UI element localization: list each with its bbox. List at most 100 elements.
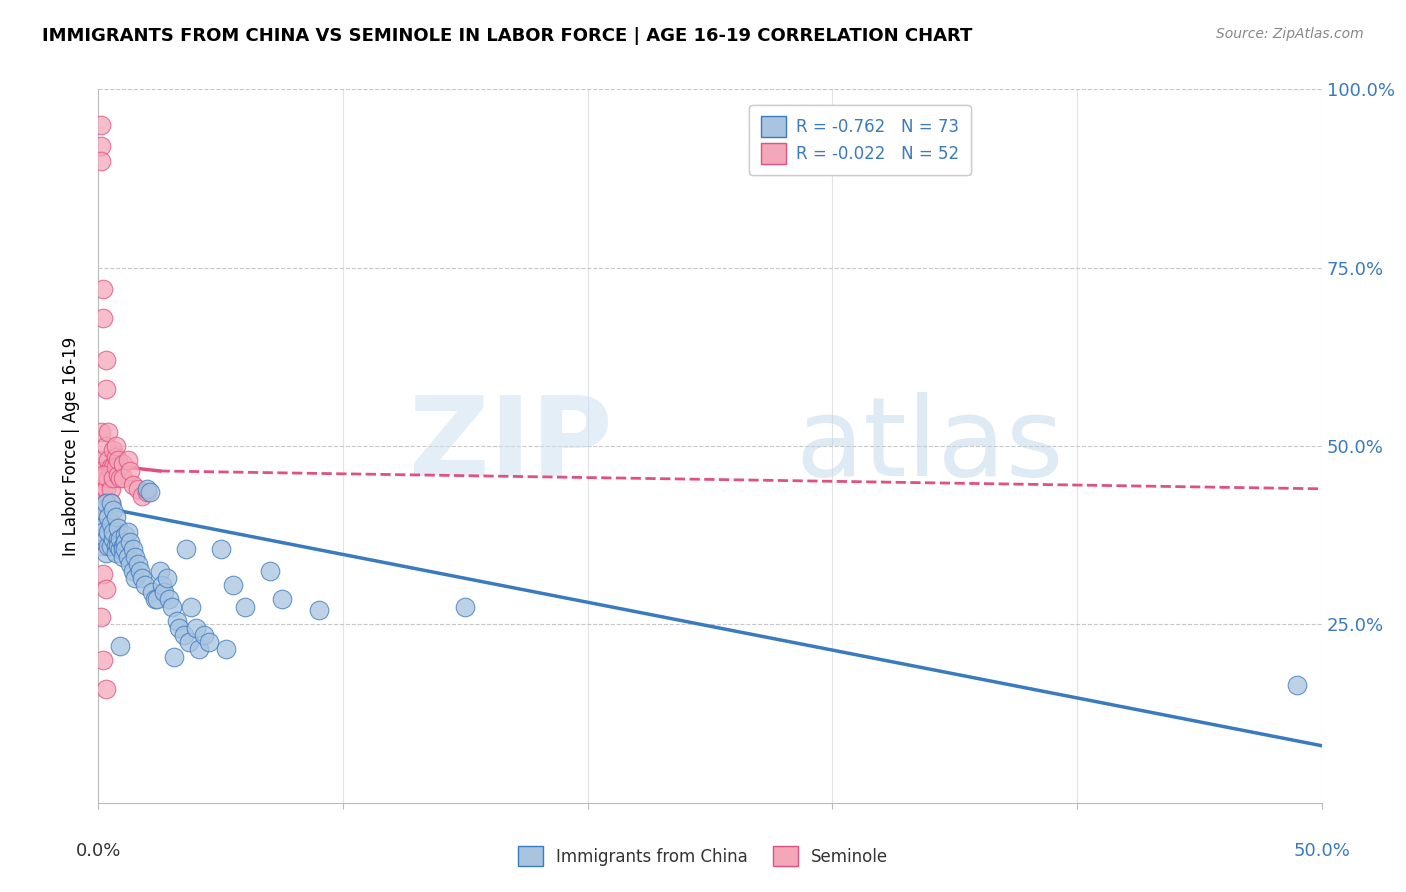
Point — [94, 496, 117, 510]
Point — [117, 453, 139, 467]
Point — [97, 524, 120, 539]
Legend: R = -0.762   N = 73, R = -0.022   N = 52: R = -0.762 N = 73, R = -0.022 N = 52 — [749, 104, 970, 176]
Point — [121, 542, 143, 557]
Point — [100, 464, 122, 478]
Point — [90, 514, 112, 528]
Text: 50.0%: 50.0% — [1294, 842, 1350, 860]
Point — [139, 485, 162, 500]
Point — [129, 564, 152, 578]
Point — [111, 542, 134, 557]
Point — [100, 517, 122, 532]
Point — [110, 542, 132, 557]
Point — [157, 592, 180, 607]
Point — [104, 539, 127, 553]
Point — [111, 539, 134, 553]
Text: IMMIGRANTS FROM CHINA VS SEMINOLE IN LABOR FORCE | AGE 16-19 CORRELATION CHART: IMMIGRANTS FROM CHINA VS SEMINOLE IN LAB… — [42, 27, 973, 45]
Y-axis label: In Labor Force | Age 16-19: In Labor Force | Age 16-19 — [62, 336, 80, 556]
Point — [90, 521, 112, 535]
Point — [90, 610, 112, 624]
Point — [90, 496, 112, 510]
Point — [101, 503, 124, 517]
Point — [101, 524, 124, 539]
Point — [111, 471, 134, 485]
Point — [91, 310, 114, 325]
Point — [97, 471, 120, 485]
Point — [180, 599, 202, 614]
Point — [94, 467, 117, 482]
Point — [104, 510, 127, 524]
Point — [454, 599, 477, 614]
Point — [117, 549, 139, 564]
Point — [100, 460, 122, 475]
Point — [160, 599, 183, 614]
Point — [101, 471, 124, 485]
Point — [90, 139, 112, 153]
Point — [209, 542, 232, 557]
Point — [120, 464, 142, 478]
Point — [107, 453, 129, 467]
Point — [97, 524, 120, 539]
Point — [107, 521, 129, 535]
Point — [91, 524, 114, 539]
Point — [91, 482, 114, 496]
Point — [114, 542, 136, 557]
Text: Source: ZipAtlas.com: Source: ZipAtlas.com — [1216, 27, 1364, 41]
Point — [193, 628, 215, 642]
Point — [222, 578, 245, 592]
Point — [136, 482, 159, 496]
Point — [1286, 678, 1309, 692]
Point — [94, 482, 117, 496]
Point — [173, 628, 195, 642]
Point — [136, 485, 159, 500]
Point — [94, 681, 117, 696]
Point — [94, 353, 117, 368]
Point — [100, 496, 122, 510]
Point — [94, 546, 117, 560]
Point — [114, 528, 136, 542]
Point — [214, 642, 236, 657]
Point — [100, 496, 122, 510]
Point — [131, 571, 153, 585]
Point — [141, 585, 163, 599]
Point — [104, 546, 127, 560]
Point — [94, 582, 117, 596]
Point — [176, 542, 198, 557]
Point — [94, 532, 117, 546]
Point — [91, 503, 114, 517]
Point — [110, 639, 132, 653]
Point — [149, 564, 172, 578]
Point — [186, 621, 208, 635]
Point — [110, 471, 132, 485]
Point — [101, 532, 124, 546]
Point — [91, 567, 114, 582]
Point — [91, 467, 114, 482]
Point — [150, 578, 173, 592]
Legend: Immigrants from China, Seminole: Immigrants from China, Seminole — [509, 838, 897, 875]
Point — [111, 457, 134, 471]
Point — [114, 535, 136, 549]
Point — [143, 592, 166, 607]
Point — [187, 642, 209, 657]
Point — [156, 571, 179, 585]
Point — [153, 585, 176, 599]
Point — [101, 442, 124, 457]
Point — [127, 557, 149, 571]
Point — [270, 592, 294, 607]
Text: 0.0%: 0.0% — [76, 842, 121, 860]
Point — [120, 535, 142, 549]
Point — [177, 635, 200, 649]
Point — [97, 510, 120, 524]
Point — [110, 532, 132, 546]
Point — [91, 524, 114, 539]
Point — [91, 282, 114, 296]
Point — [117, 524, 139, 539]
Point — [120, 557, 142, 571]
Point — [101, 460, 124, 475]
Point — [97, 425, 120, 439]
Point — [104, 450, 127, 464]
Point — [131, 489, 153, 503]
Point — [97, 539, 120, 553]
Point — [100, 539, 122, 553]
Point — [90, 453, 112, 467]
Point — [166, 614, 188, 628]
